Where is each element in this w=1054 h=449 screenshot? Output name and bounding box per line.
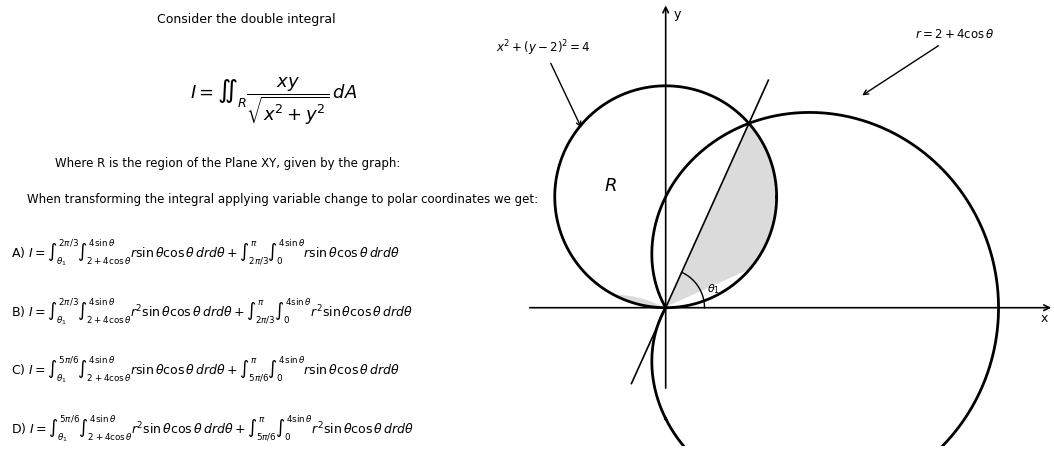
Text: D) $I = \int_{\theta_1}^{5\pi/6}\int_{2+4\cos\theta}^{4\sin\theta} r^2\sin\theta: D) $I = \int_{\theta_1}^{5\pi/6}\int_{2+…: [11, 413, 414, 444]
Text: C) $I = \int_{\theta_1}^{5\pi/6}\int_{2+4\cos\theta}^{4\sin\theta} r\sin\theta\c: C) $I = \int_{\theta_1}^{5\pi/6}\int_{2+…: [11, 355, 399, 385]
Text: Where R is the region of the Plane XY, given by the graph:: Where R is the region of the Plane XY, g…: [55, 157, 401, 170]
Text: $I = \iint_{R} \dfrac{xy}{\sqrt{x^2 + y^2}}\, dA$: $I = \iint_{R} \dfrac{xy}{\sqrt{x^2 + y^…: [191, 76, 357, 128]
Text: When transforming the integral applying variable change to polar coordinates we : When transforming the integral applying …: [27, 193, 539, 206]
Text: y: y: [674, 8, 681, 21]
Text: $x^2 + (y-2)^2 = 4$: $x^2 + (y-2)^2 = 4$: [496, 39, 591, 126]
Text: Consider the double integral: Consider the double integral: [157, 13, 336, 26]
Text: B) $I = \int_{\theta_1}^{2\pi/3}\int_{2+4\cos\theta}^{4\sin\theta} r^2\sin\theta: B) $I = \int_{\theta_1}^{2\pi/3}\int_{2+…: [11, 296, 413, 327]
Text: $r = 2 + 4\cos\theta$: $r = 2 + 4\cos\theta$: [863, 28, 995, 95]
Text: x: x: [1041, 312, 1049, 325]
Text: $\theta_1$: $\theta_1$: [707, 282, 720, 295]
Text: $R$: $R$: [604, 176, 617, 195]
Polygon shape: [554, 86, 777, 308]
Text: A) $I = \int_{\theta_1}^{2\pi/3}\int_{2+4\cos\theta}^{4\sin\theta} r\sin\theta\c: A) $I = \int_{\theta_1}^{2\pi/3}\int_{2+…: [11, 238, 399, 269]
Polygon shape: [482, 86, 749, 418]
